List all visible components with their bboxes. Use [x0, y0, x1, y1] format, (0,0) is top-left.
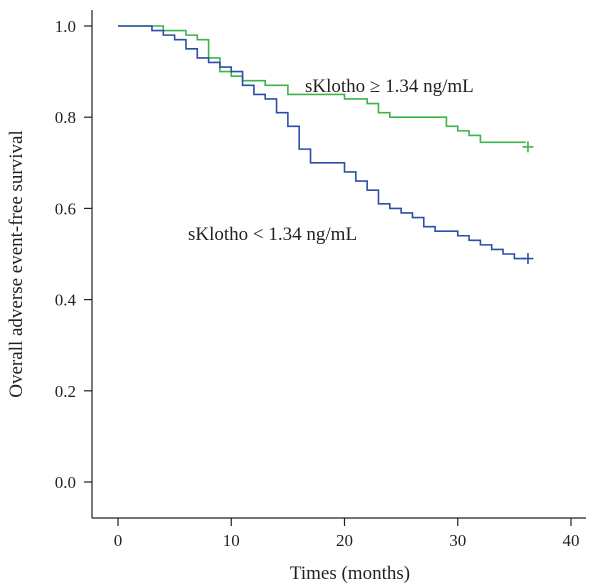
x-ticks: 0 10 20 30 40 — [114, 518, 580, 550]
censor-mark — [522, 141, 534, 153]
x-tick-label: 0 — [114, 531, 123, 550]
y-tick-label: 0.4 — [55, 291, 77, 310]
annotation-lower: sKlotho < 1.34 ng/mL — [188, 224, 357, 245]
y-axis-title: Overall adverse event-free survival — [6, 130, 27, 397]
y-tick-label: 0.0 — [55, 473, 76, 492]
survival-curve-series-0 — [118, 25, 526, 144]
y-tick-label: 0.2 — [55, 382, 76, 401]
survival-curves — [118, 25, 534, 265]
axes — [91, 10, 586, 519]
y-tick-label: 0.6 — [55, 199, 76, 218]
survival-curve-series-1 — [118, 25, 526, 260]
y-tick-label: 1.0 — [55, 17, 76, 36]
x-tick-label: 30 — [449, 531, 466, 550]
annotation-upper: sKlotho ≥ 1.34 ng/mL — [305, 76, 474, 97]
x-tick-label: 10 — [223, 531, 240, 550]
y-ticks: 0.0 0.2 0.4 0.6 0.8 1.0 — [55, 17, 92, 492]
x-tick-label: 20 — [336, 531, 353, 550]
y-tick-label: 0.8 — [55, 108, 76, 127]
x-axis-title: Times (months) — [290, 563, 410, 584]
censor-mark — [522, 253, 534, 265]
x-tick-label: 40 — [563, 531, 580, 550]
